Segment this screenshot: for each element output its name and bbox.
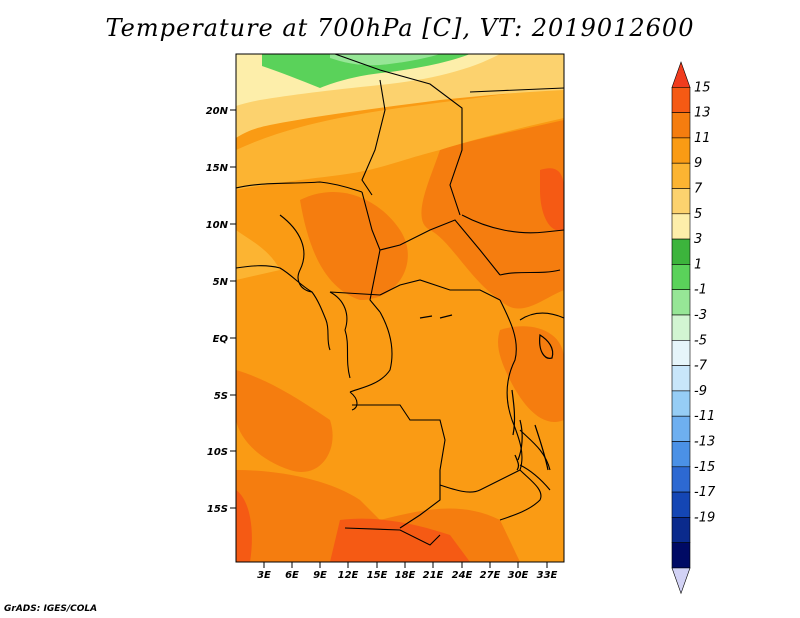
- lake-outlines: [419, 314, 554, 471]
- colorbar-segment: [671, 238, 691, 265]
- colorbar-segment: [671, 289, 691, 316]
- lon-label-9e: 9E: [313, 570, 327, 581]
- field-13c-ne: [540, 168, 564, 231]
- colorbar-segment: [671, 87, 691, 113]
- colorbar-label: -19: [694, 510, 715, 525]
- lon-label-3e: 3E: [257, 570, 271, 581]
- field-1c-north: [262, 54, 470, 88]
- lon-label-6e: 6E: [285, 570, 299, 581]
- field-13c-south: [330, 518, 470, 562]
- colorbar-label: -9: [694, 384, 707, 399]
- lon-axis: 3E 6E 9E 12E 15E 18E 21E 24E 27E 30E 33E: [257, 562, 558, 581]
- lat-label-10n: 10N: [206, 220, 229, 231]
- lon-label-30e: 30E: [508, 570, 529, 581]
- colorbar-segment: [671, 264, 691, 290]
- colorbar-label: 7: [694, 182, 703, 197]
- temperature-field: [236, 54, 564, 562]
- field-11c-east: [421, 120, 564, 309]
- map-frame: [235, 53, 565, 563]
- field-13c-sw: [236, 490, 252, 562]
- lat-label-eq: EQ: [213, 334, 229, 345]
- lat-label-15s: 15S: [207, 504, 228, 515]
- colorbar-label: -15: [694, 460, 715, 475]
- colorbar-label: 3: [694, 232, 702, 247]
- colorbar-segment: [671, 542, 691, 569]
- colorbar-segment: [671, 162, 691, 189]
- field-11c-lakes: [498, 326, 564, 422]
- field-7c-coast: [236, 230, 280, 280]
- colorbar-segment: [671, 517, 691, 544]
- colorbar-segment: [671, 112, 691, 139]
- lat-label-5n: 5N: [213, 277, 229, 288]
- field-7c-sahel: [236, 90, 564, 190]
- lon-label-12e: 12E: [338, 570, 359, 581]
- colorbar-label: -13: [694, 435, 715, 450]
- colorbar-label: 13: [694, 106, 711, 121]
- lat-label-15n: 15N: [206, 163, 229, 174]
- colorbar-segment: [671, 390, 691, 417]
- grads-credit: GrADS: IGES/COLA: [4, 604, 98, 614]
- colorbar-segment: [671, 491, 691, 518]
- lon-label-27e: 27E: [480, 570, 501, 581]
- colorbar-segment: [671, 314, 691, 341]
- lat-label-5s: 5S: [214, 391, 228, 402]
- colorbar-segment: [671, 213, 691, 240]
- lon-label-15e: 15E: [367, 570, 388, 581]
- map-title: Temperature at 700hPa [C], VT: 201901260…: [105, 14, 695, 42]
- colorbar-label: -17: [694, 485, 716, 500]
- colorbar-segment: [671, 188, 691, 215]
- lon-label-24e: 24E: [452, 570, 473, 581]
- field-11c-central: [300, 191, 408, 300]
- colorbar-label: -5: [694, 333, 707, 348]
- colorbar-segment: [671, 339, 691, 366]
- colorbar-top-triangle: [671, 61, 691, 88]
- colorbar-label: 9: [694, 156, 702, 171]
- colorbar-label: 1: [694, 257, 702, 272]
- lon-label-21e: 21E: [423, 570, 444, 581]
- lat-label-10s: 10S: [207, 447, 228, 458]
- colorbar-label: 15: [694, 80, 711, 95]
- political-boundaries: [236, 54, 564, 546]
- colorbar-label: 5: [694, 207, 702, 222]
- colorbar-label: -1: [694, 283, 707, 298]
- colorbar-segment: [671, 466, 691, 493]
- colorbar-bottom-triangle: [671, 567, 691, 595]
- lat-label-20n: 20N: [206, 106, 229, 117]
- colorbar-label: 11: [694, 131, 711, 146]
- colorbar-segment: [671, 365, 691, 392]
- lon-label-18e: 18E: [395, 570, 416, 581]
- colorbar-label: -11: [694, 409, 715, 424]
- colorbar-label: -3: [694, 308, 707, 323]
- colorbar-label: -7: [694, 359, 708, 374]
- colorbar-segment: [671, 415, 691, 442]
- colorbar: 15 13 11 9 7 5 3 1 -1 -3 -5 -7 -9 -11 -13 -15 -17 -19: [671, 61, 716, 595]
- colorbar-segment: [671, 137, 691, 164]
- lon-label-33e: 33E: [537, 570, 558, 581]
- colorbar-segment: [671, 441, 691, 468]
- lat-axis: 20N 15N 10N 5N EQ 5S 10S 15S: [206, 106, 236, 515]
- field-11c-west: [236, 370, 333, 472]
